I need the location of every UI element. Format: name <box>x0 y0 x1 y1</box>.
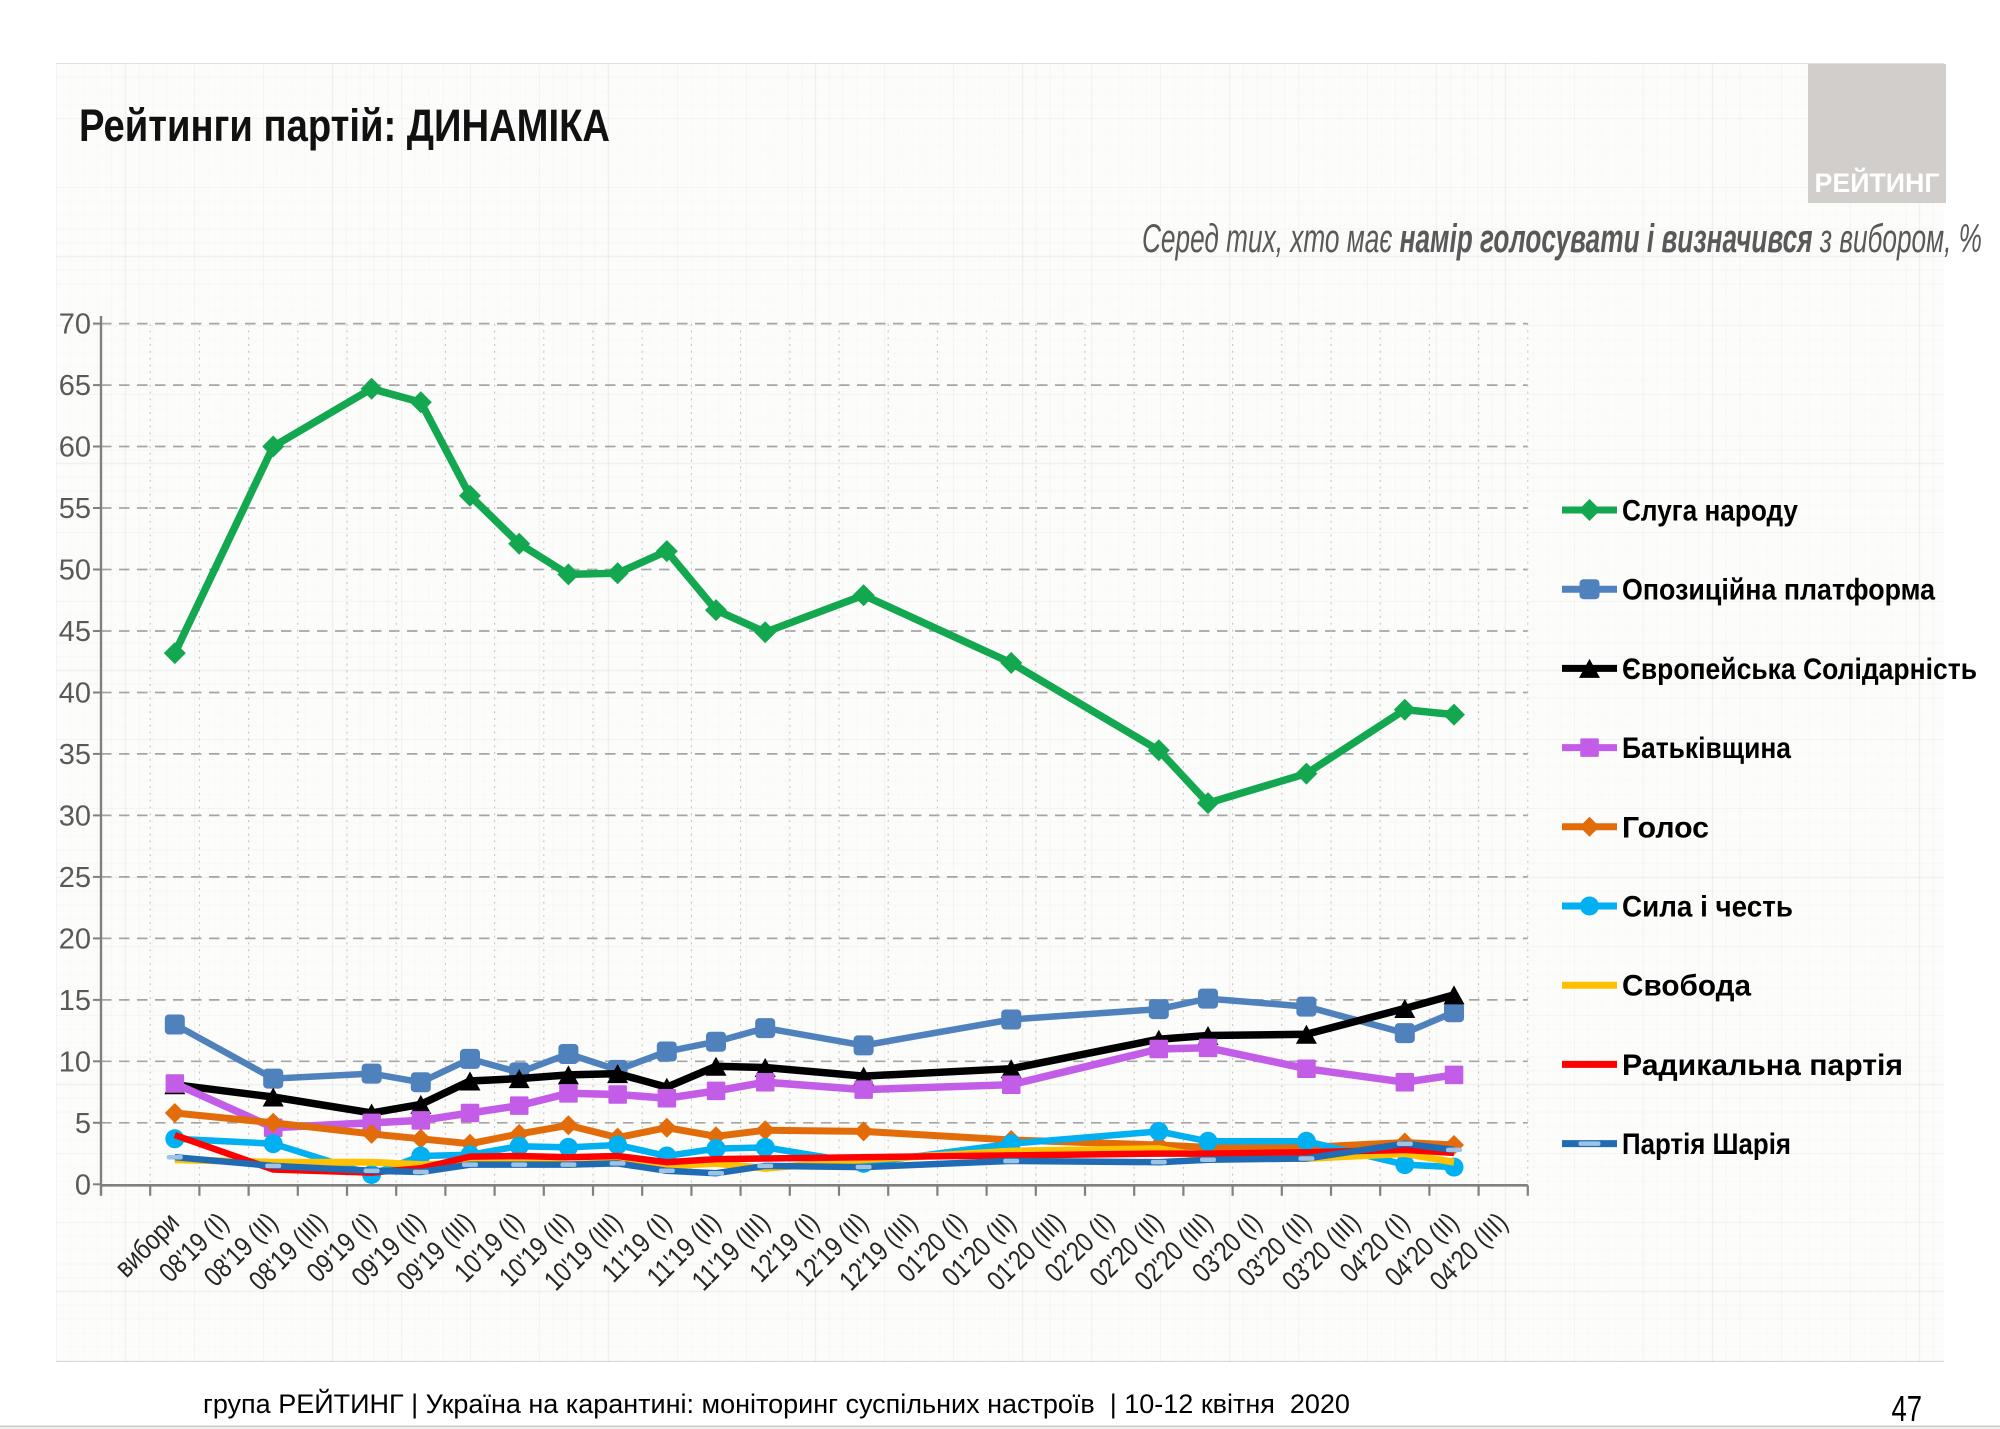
svg-text:60: 60 <box>59 432 91 464</box>
svg-text:Європейська Солідарність: Європейська Солідарність <box>1622 653 1977 686</box>
svg-text:65: 65 <box>59 370 91 402</box>
svg-text:45: 45 <box>59 616 91 648</box>
svg-text:10: 10 <box>59 1046 91 1078</box>
svg-text:Опозиційна платформа: Опозиційна платформа <box>1622 574 1935 607</box>
svg-text:Партія Шарія: Партія Шарія <box>1622 1128 1791 1161</box>
svg-text:55: 55 <box>59 493 91 525</box>
svg-text:РЕЙТИНГ: РЕЙТИНГ <box>1815 167 1940 198</box>
svg-text:Слуга народу: Слуга народу <box>1622 495 1798 528</box>
svg-text:20: 20 <box>59 923 91 955</box>
svg-text:50: 50 <box>59 555 91 587</box>
svg-text:група РЕЙТИНГ | Україна на кар: група РЕЙТИНГ | Україна на карантині: мо… <box>203 1388 1350 1419</box>
svg-text:Радикальна партія: Радикальна партія <box>1622 1049 1903 1082</box>
svg-text:Рейтинги партій: ДИНАМІКА: Рейтинги партій: ДИНАМІКА <box>79 100 610 151</box>
svg-text:Батьківщина: Батьківщина <box>1622 732 1791 765</box>
svg-text:15: 15 <box>59 985 91 1017</box>
svg-text:35: 35 <box>59 739 91 771</box>
svg-text:Свобода: Свобода <box>1622 970 1751 1003</box>
svg-text:30: 30 <box>59 800 91 832</box>
svg-text:40: 40 <box>59 678 91 710</box>
svg-text:Серед тих, хто має намір голос: Серед тих, хто має намір голосувати і ви… <box>1142 217 1982 261</box>
svg-text:Голос: Голос <box>1622 811 1709 844</box>
svg-text:47: 47 <box>1892 1388 1923 1429</box>
svg-text:70: 70 <box>59 309 91 341</box>
svg-text:5: 5 <box>75 1108 91 1140</box>
svg-text:25: 25 <box>59 862 91 894</box>
svg-text:Сила і честь: Сила і честь <box>1622 891 1793 924</box>
svg-text:0: 0 <box>75 1169 91 1201</box>
